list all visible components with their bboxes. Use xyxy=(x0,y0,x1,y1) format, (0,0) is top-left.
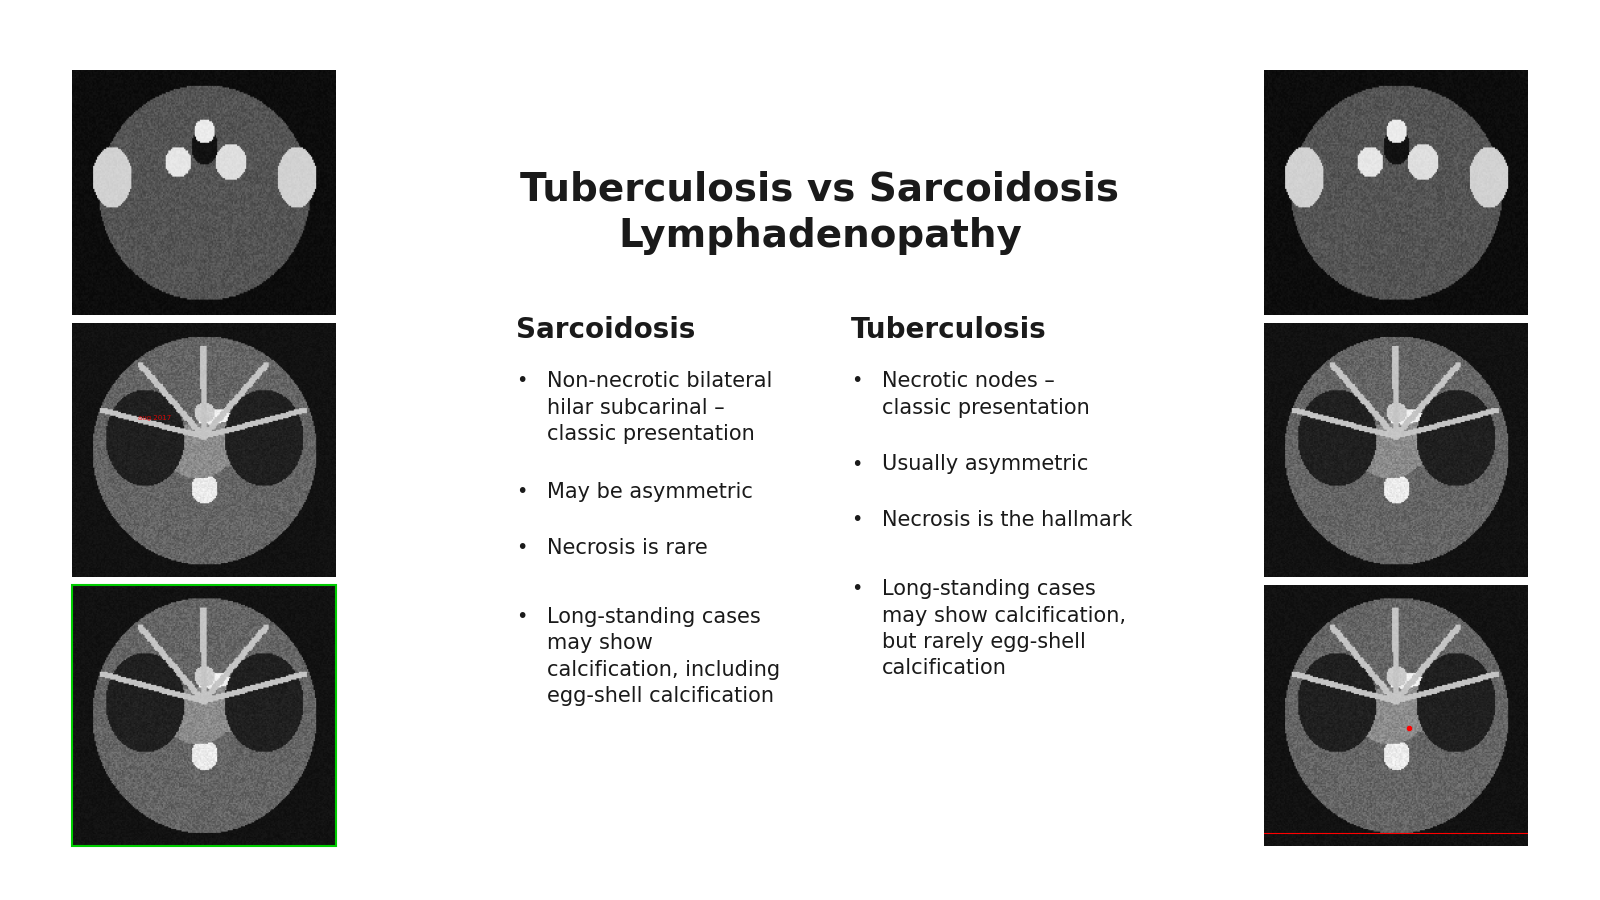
Text: Necrotic nodes –
classic presentation: Necrotic nodes – classic presentation xyxy=(882,372,1090,418)
Text: Long-standing cases
may show
calcification, including
egg-shell calcification: Long-standing cases may show calcificati… xyxy=(547,607,781,706)
Text: •: • xyxy=(517,607,528,626)
Text: •: • xyxy=(517,372,528,391)
Text: •: • xyxy=(517,482,528,501)
Text: Tuberculosis vs Sarcoidosis
Lymphadenopathy: Tuberculosis vs Sarcoidosis Lymphadenopa… xyxy=(520,170,1120,256)
Text: •: • xyxy=(851,454,862,473)
Text: •: • xyxy=(851,580,862,598)
Bar xyxy=(72,585,336,846)
Text: •: • xyxy=(517,537,528,557)
Text: •: • xyxy=(851,372,862,391)
Text: Necrosis is rare: Necrosis is rare xyxy=(547,537,707,558)
Text: Non-necrotic bilateral
hilar subcarinal –
classic presentation: Non-necrotic bilateral hilar subcarinal … xyxy=(547,372,773,444)
Text: Sarcoidosis: Sarcoidosis xyxy=(517,316,696,344)
Text: aug 2017: aug 2017 xyxy=(138,415,171,420)
Text: Long-standing cases
may show calcification,
but rarely egg-shell
calcification: Long-standing cases may show calcificati… xyxy=(882,580,1126,679)
Text: Usually asymmetric: Usually asymmetric xyxy=(882,454,1088,474)
Text: Necrosis is the hallmark: Necrosis is the hallmark xyxy=(882,510,1133,530)
Text: May be asymmetric: May be asymmetric xyxy=(547,482,754,502)
Text: Tuberculosis: Tuberculosis xyxy=(851,316,1046,344)
Text: •: • xyxy=(851,510,862,529)
